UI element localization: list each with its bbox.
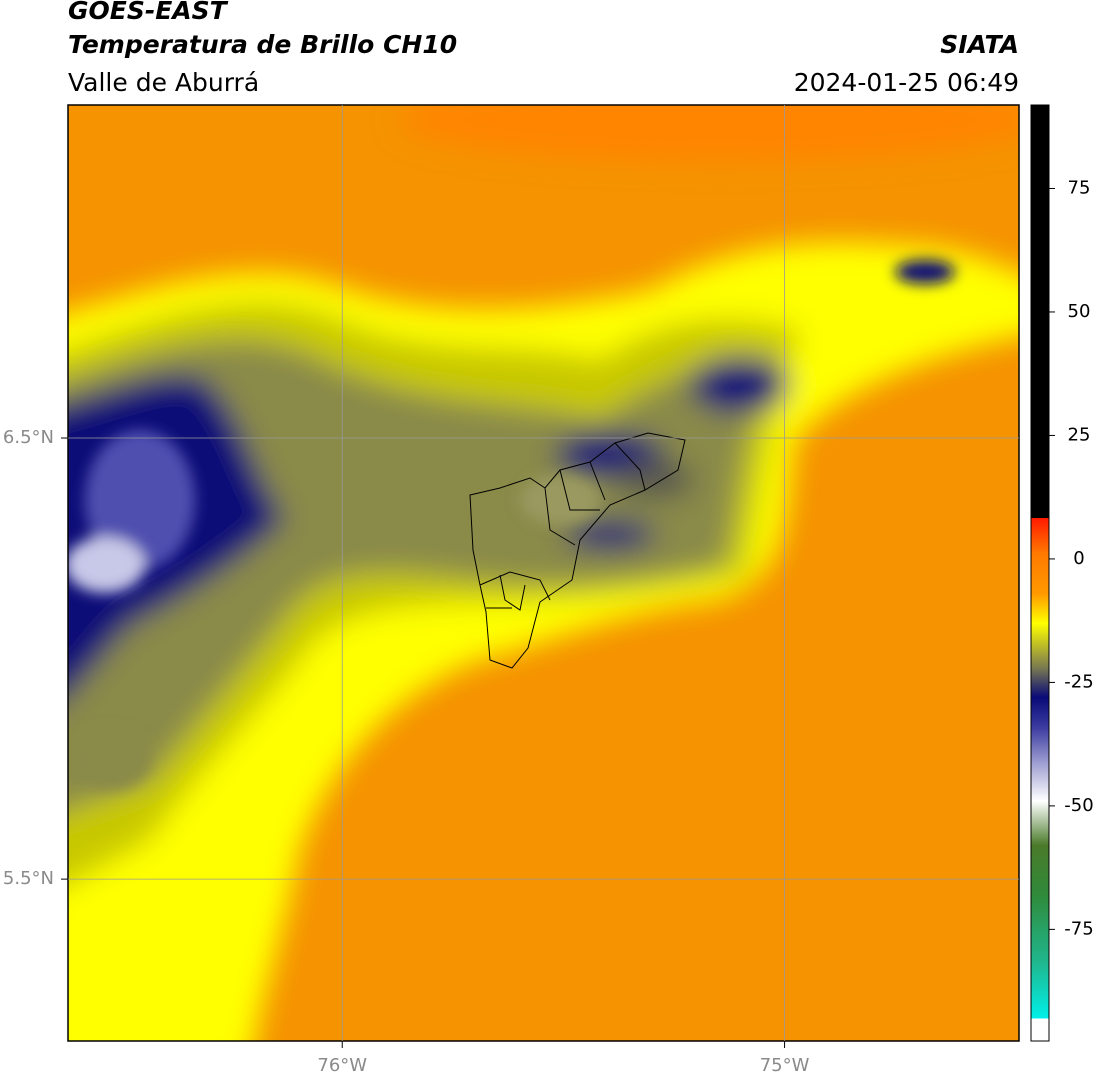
region: Valle de Aburrá — [68, 68, 259, 97]
colorbar-tick-label: -50 — [1064, 795, 1093, 816]
colorbar — [1031, 105, 1049, 1041]
title: GOES-EAST — [68, 0, 229, 25]
subtitle: Temperatura de Brillo CH10 — [68, 30, 457, 59]
map-frame — [67, 104, 1020, 1042]
colorbar-tick-label: 50 — [1068, 301, 1091, 322]
colorbar-tick-label: -75 — [1064, 918, 1093, 939]
y-tick-label: 5.5°N — [3, 868, 54, 889]
y-tick-label: 6.5°N — [3, 427, 54, 448]
axes: 76°W 75°W 6.5°N 5.5°N — [3, 105, 1019, 1076]
datetime: 2024-01-25 06:49 — [794, 68, 1019, 97]
brightness-field — [68, 105, 1019, 1041]
x-tick-label: 76°W — [317, 1055, 367, 1076]
colorbar-tick-label: 0 — [1073, 548, 1084, 569]
colorbar-tick-label: -25 — [1064, 671, 1093, 692]
x-tick-label: 75°W — [760, 1055, 810, 1076]
colorbar-frame — [1030, 104, 1050, 1042]
source: SIATA — [940, 30, 1019, 59]
municipal-boundaries — [469, 432, 686, 669]
colorbar-tick-label: 75 — [1068, 177, 1091, 198]
colorbar-tick-label: 25 — [1068, 424, 1091, 445]
